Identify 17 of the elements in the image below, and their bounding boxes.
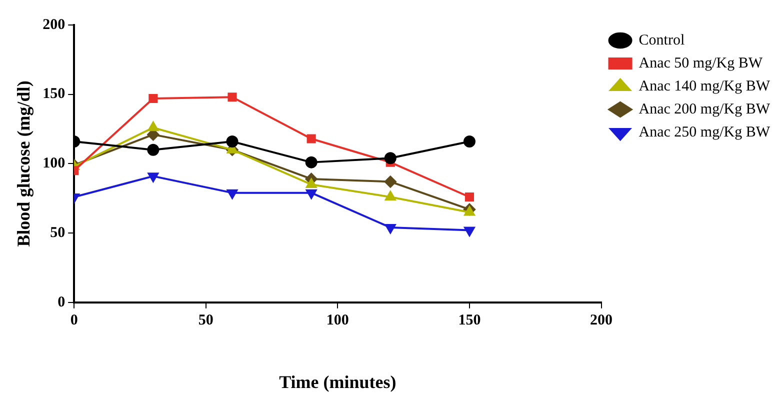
y-tick-label: 0 (58, 294, 66, 310)
x-axis-title: Time (minutes) (279, 372, 396, 392)
y-tick-label: 100 (42, 156, 66, 172)
legend-label: Anac 50 mg/Kg BW (638, 55, 764, 72)
legend-label: Control (638, 32, 685, 48)
y-axis-title: Blood glucose (mg/dl) (13, 80, 34, 247)
y-tick-label: 50 (50, 224, 66, 241)
x-tick-label: 0 (70, 312, 78, 328)
x-tick-label: 200 (590, 312, 613, 328)
x-tick-label: 150 (458, 312, 481, 328)
y-tick-label: 200 (42, 16, 66, 33)
x-tick-label: 100 (326, 312, 349, 328)
y-tick-label: 150 (42, 86, 66, 102)
legend-label: Anac 200 mg/Kg BW (638, 101, 771, 118)
x-tick-label: 50 (198, 312, 214, 328)
legend-label: Anac 140 mg/Kg BW (638, 78, 771, 94)
legend-label: Anac 250 mg/Kg BW (638, 124, 771, 140)
